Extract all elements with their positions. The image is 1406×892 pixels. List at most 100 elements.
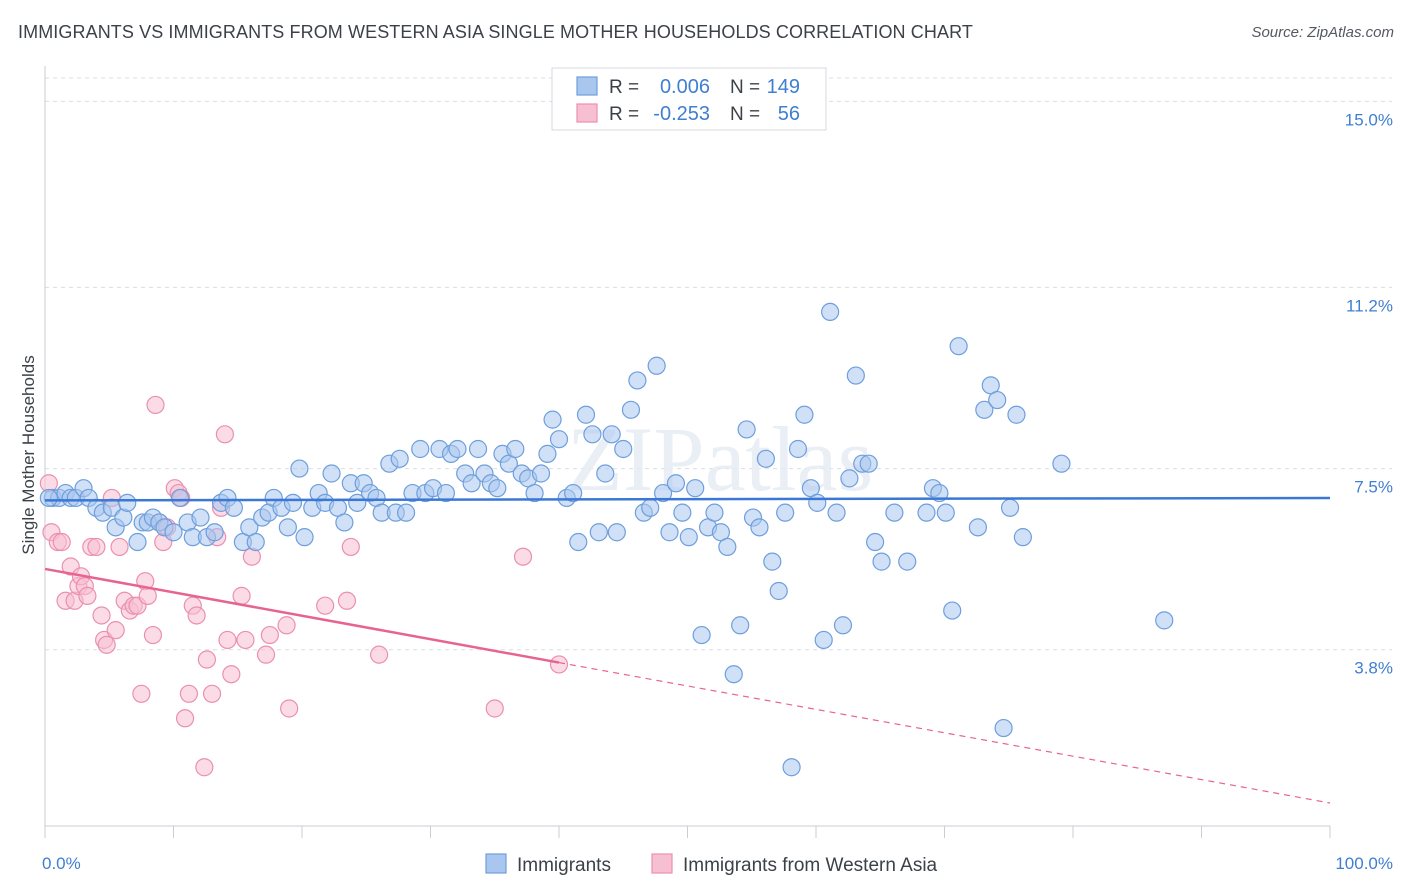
- data-point: [543, 410, 562, 429]
- data-point: [143, 625, 163, 645]
- data-point: [205, 523, 224, 542]
- data-point: [564, 483, 583, 503]
- data-point: [164, 523, 183, 542]
- data-point: [589, 523, 608, 542]
- data-point: [106, 621, 125, 640]
- trend-line-western-asia: [44, 567, 560, 664]
- data-point: [795, 405, 814, 424]
- y-tick-label: 15.0%: [1345, 110, 1393, 129]
- data-point: [576, 405, 596, 424]
- data-point: [170, 488, 190, 508]
- data-point: [569, 532, 588, 552]
- x-tick-label: 100.0%: [1335, 854, 1393, 873]
- tick-labels: 3.8% 7.5% 11.2% 15.0% 0.0% 100.0%: [42, 110, 1393, 873]
- stats-legend-frame: [551, 67, 827, 131]
- data-point: [506, 439, 525, 459]
- data-point: [218, 630, 237, 650]
- series-immigrants-points: [39, 302, 1174, 777]
- data-point: [731, 616, 750, 635]
- legend-swatch: [485, 853, 507, 874]
- data-point: [943, 601, 962, 620]
- data-point: [215, 425, 234, 444]
- data-point: [277, 616, 296, 635]
- data-point: [705, 503, 724, 522]
- trend-line-western-asia-extension: [558, 661, 1331, 804]
- x-tick-label: 0.0%: [42, 854, 81, 873]
- legend-swatch: [576, 103, 598, 123]
- data-point: [846, 366, 865, 385]
- data-point: [531, 464, 551, 483]
- axes: [44, 66, 1331, 838]
- data-point: [1013, 528, 1032, 547]
- data-point: [278, 518, 297, 537]
- data-point: [641, 498, 660, 517]
- data-point: [686, 479, 705, 498]
- y-tick-label: 11.2%: [1346, 296, 1393, 315]
- y-tick-label: 3.8%: [1354, 659, 1393, 678]
- source-note: Source: ZipAtlas.com: [1251, 24, 1394, 41]
- data-point: [280, 699, 299, 718]
- data-point: [110, 537, 129, 557]
- data-point: [549, 430, 569, 449]
- data-point: [866, 532, 885, 552]
- data-point: [763, 552, 782, 571]
- data-point: [583, 425, 602, 444]
- n-label: N =: [730, 77, 760, 98]
- data-point: [660, 523, 679, 542]
- data-point: [673, 503, 692, 522]
- data-point: [436, 483, 456, 503]
- data-point: [859, 454, 878, 473]
- n-value: 149: [767, 76, 800, 98]
- data-point: [538, 444, 557, 463]
- data-point: [202, 684, 222, 703]
- data-point: [1052, 454, 1071, 473]
- data-point: [814, 630, 833, 650]
- data-point: [390, 449, 409, 468]
- data-point: [337, 591, 357, 610]
- data-point: [525, 483, 544, 503]
- data-point: [718, 537, 737, 557]
- series-western-asia-points: [39, 395, 569, 777]
- data-point: [335, 513, 354, 532]
- data-point: [653, 483, 673, 503]
- data-point: [448, 439, 467, 459]
- data-point: [290, 459, 309, 478]
- legend-label: Immigrants from Western Asia: [683, 855, 938, 876]
- r-label: R =: [609, 104, 639, 125]
- data-point: [488, 479, 507, 498]
- data-point: [341, 537, 360, 557]
- data-point: [666, 474, 686, 493]
- y-axis-label: Single Mother Households: [19, 355, 38, 554]
- r-value: -0.253: [653, 103, 710, 125]
- data-point: [776, 503, 795, 522]
- legend-label: Immigrants: [517, 855, 611, 876]
- data-point: [679, 528, 698, 547]
- data-point: [628, 371, 647, 390]
- data-point: [1155, 611, 1174, 630]
- data-point: [179, 684, 199, 703]
- data-point: [647, 356, 666, 375]
- chart-title: IMMIGRANTS VS IMMIGRANTS FROM WESTERN AS…: [18, 22, 973, 42]
- n-label: N =: [730, 104, 760, 125]
- data-point: [146, 395, 165, 415]
- data-point: [256, 645, 276, 664]
- data-point: [132, 684, 151, 703]
- data-point: [692, 625, 711, 645]
- data-point: [833, 616, 853, 635]
- legend-swatch: [576, 76, 598, 96]
- data-point: [936, 503, 955, 522]
- data-point: [737, 420, 756, 439]
- data-point: [827, 503, 846, 522]
- data-point: [295, 528, 314, 547]
- data-point: [808, 493, 827, 512]
- data-point: [118, 493, 137, 512]
- data-point: [917, 503, 936, 522]
- data-point: [788, 439, 808, 459]
- data-point: [191, 508, 210, 527]
- legend-swatch: [651, 853, 673, 874]
- data-point: [513, 547, 533, 566]
- data-point: [222, 665, 241, 684]
- data-point: [175, 709, 195, 728]
- r-value: 0.006: [660, 76, 710, 98]
- data-point: [316, 596, 335, 615]
